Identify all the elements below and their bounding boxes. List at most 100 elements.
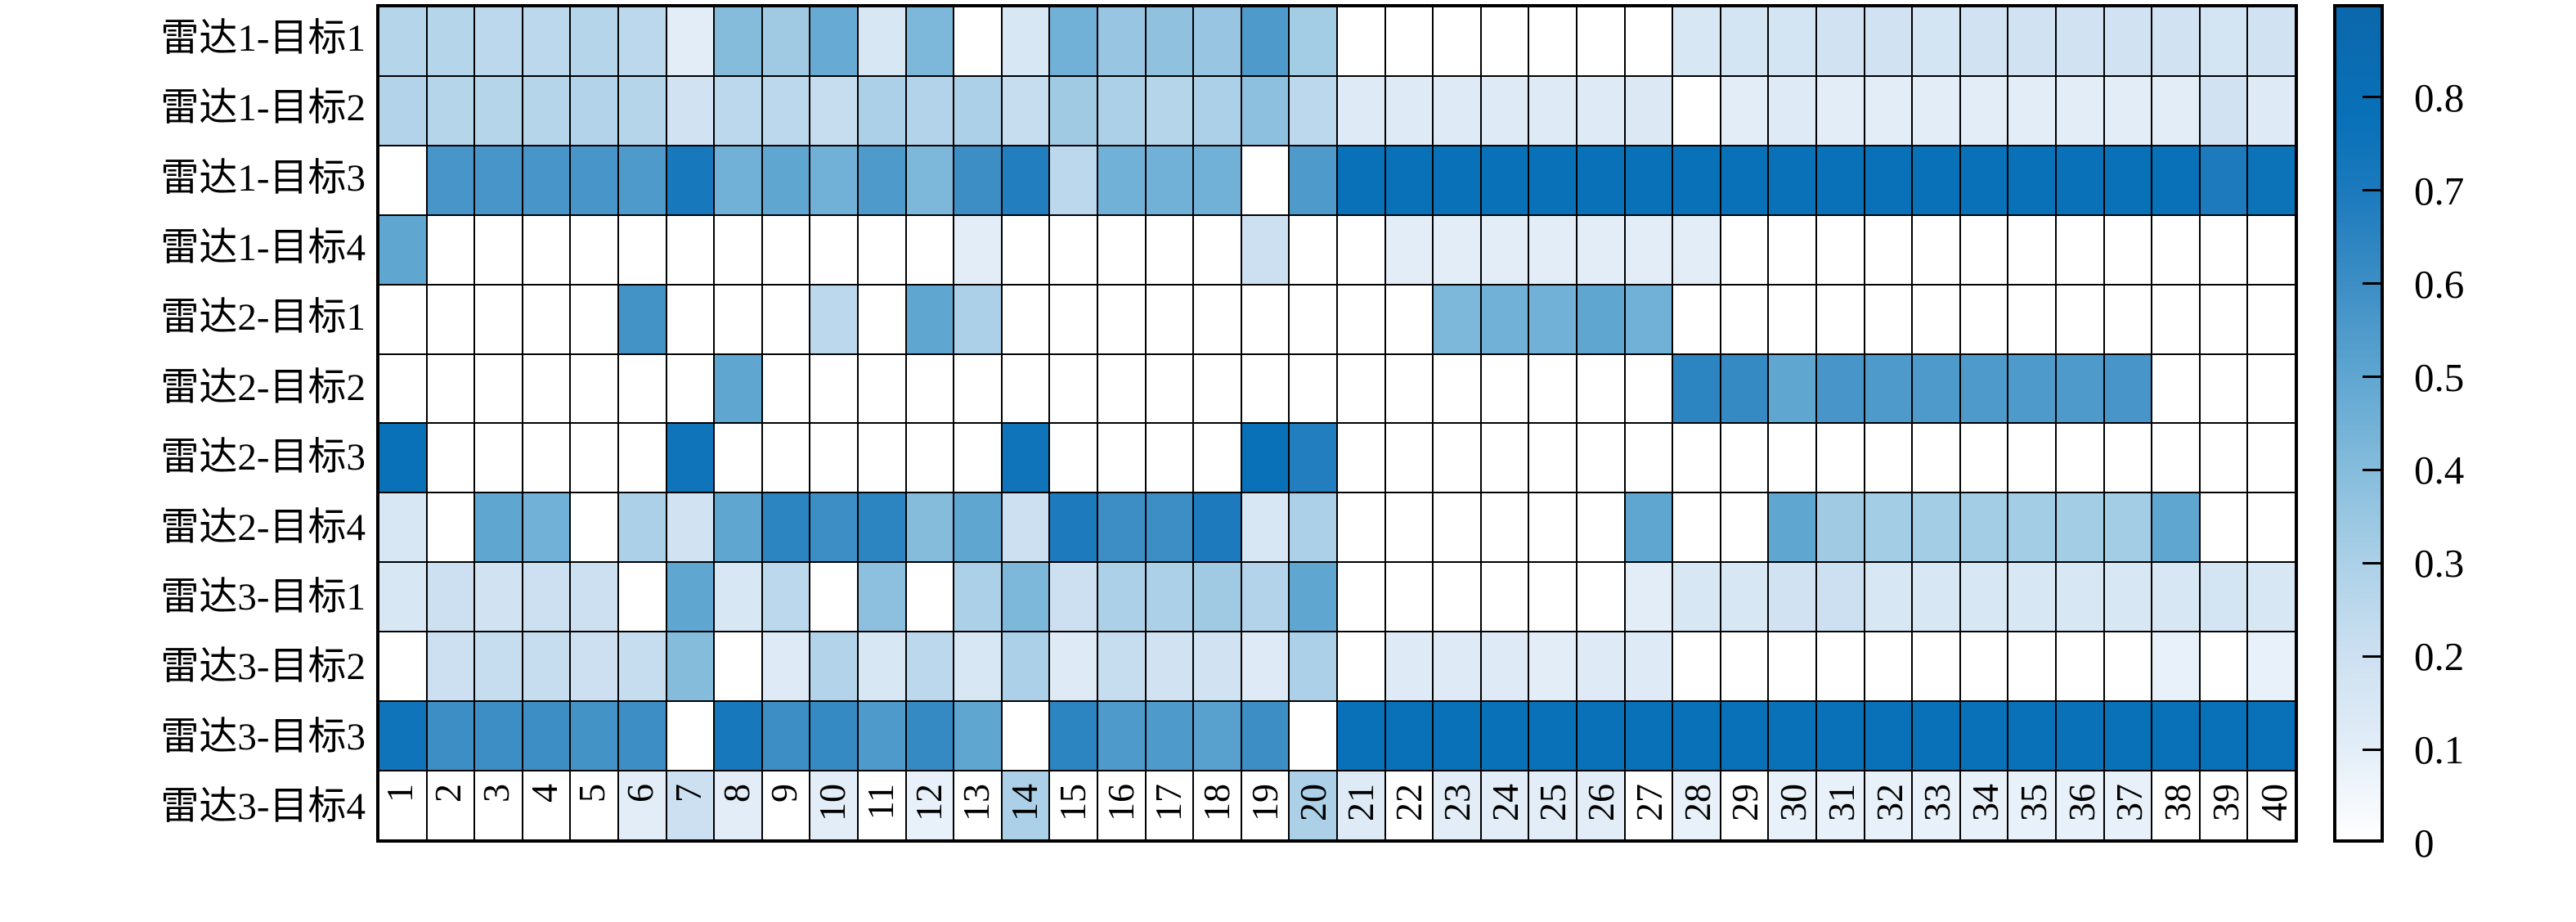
heatmap-cell xyxy=(762,215,810,284)
heatmap-cell xyxy=(1434,7,1480,75)
heatmap-cell xyxy=(906,771,954,839)
heatmap-cell xyxy=(475,354,522,423)
heatmap-cell xyxy=(1050,354,1097,423)
colorbar-tick-mark xyxy=(2363,561,2381,564)
heatmap-cell xyxy=(2248,215,2295,284)
x-tick-label: 15 xyxy=(1051,784,1093,821)
heatmap-cell xyxy=(1002,285,1049,353)
heatmap-cell xyxy=(1097,493,1145,562)
heatmap-cell xyxy=(1960,76,2008,145)
heatmap-cell xyxy=(1194,285,1241,353)
colorbar xyxy=(2333,4,2384,843)
heatmap-cell xyxy=(1721,493,1768,562)
heatmap-cell xyxy=(1625,563,1672,632)
x-tick-label: 16 xyxy=(1099,784,1142,821)
heatmap-cell xyxy=(1002,215,1049,284)
heatmap-cell xyxy=(1146,76,1193,145)
heatmap-cell xyxy=(523,146,570,214)
heatmap-cell xyxy=(2152,7,2199,75)
heatmap-cell xyxy=(762,493,810,562)
heatmap-cell xyxy=(379,285,426,353)
heatmap-cell xyxy=(1050,7,1097,75)
heatmap-cell xyxy=(1913,493,1959,562)
heatmap-cell xyxy=(1194,424,1241,492)
heatmap-cell xyxy=(1577,215,1624,284)
heatmap-cell xyxy=(1481,76,1528,145)
heatmap-cell xyxy=(1002,7,1049,75)
heatmap-cell xyxy=(1050,563,1097,632)
heatmap-cell xyxy=(618,493,666,562)
heatmap-cell xyxy=(1434,215,1480,284)
heatmap-cell xyxy=(1337,215,1384,284)
heatmap-cell xyxy=(475,146,522,214)
heatmap-cell xyxy=(1816,146,1864,214)
y-tick-label: 雷达3-目标2 xyxy=(160,645,366,689)
heatmap-cell xyxy=(1050,771,1097,839)
heatmap-cell xyxy=(1913,354,1959,423)
heatmap-cell xyxy=(1865,493,1912,562)
heatmap-cell xyxy=(379,424,426,492)
heatmap-cell xyxy=(1434,702,1480,771)
heatmap-cell xyxy=(2104,76,2152,145)
heatmap-cell xyxy=(1769,702,1815,771)
heatmap-cell xyxy=(1816,424,1864,492)
heatmap-cell xyxy=(954,632,1001,701)
x-tick-label: 37 xyxy=(2108,784,2151,821)
y-tick-label: 雷达2-目标1 xyxy=(160,296,366,340)
heatmap-cell xyxy=(2008,146,2055,214)
heatmap-cell xyxy=(2152,354,2199,423)
heatmap-cell xyxy=(1002,632,1049,701)
heatmap-cell xyxy=(1721,215,1768,284)
heatmap-cell xyxy=(1960,632,2008,701)
x-tick-label: 23 xyxy=(1435,784,1478,821)
heatmap-cell xyxy=(2200,702,2247,771)
heatmap-cell xyxy=(1337,76,1384,145)
heatmap-cell xyxy=(666,702,714,771)
heatmap-cell xyxy=(523,215,570,284)
heatmap-cell xyxy=(666,424,714,492)
heatmap-cell xyxy=(1241,563,1289,632)
heatmap-cell xyxy=(1721,771,1768,839)
heatmap-cell xyxy=(1577,354,1624,423)
heatmap-cell xyxy=(1913,563,1959,632)
heatmap-cell xyxy=(1481,285,1528,353)
x-tick-label: 1 xyxy=(379,784,421,803)
heatmap-cell xyxy=(715,424,761,492)
heatmap-cell xyxy=(379,563,426,632)
heatmap-cell xyxy=(1194,146,1241,214)
colorbar-tick-mark xyxy=(2363,468,2381,471)
heatmap-cell xyxy=(1002,76,1049,145)
x-tick-label: 10 xyxy=(811,784,854,821)
colorbar-tick-mark xyxy=(2363,282,2381,286)
heatmap-cell xyxy=(2056,632,2103,701)
heatmap-cell xyxy=(858,76,905,145)
heatmap-cell xyxy=(1960,285,2008,353)
heatmap-cell xyxy=(1434,771,1480,839)
heatmap-cell xyxy=(1194,493,1241,562)
heatmap-cell xyxy=(2200,771,2247,839)
x-tick-label: 34 xyxy=(1964,784,2007,821)
heatmap-cell xyxy=(1241,146,1289,214)
heatmap-cell xyxy=(1625,493,1672,562)
heatmap-cell xyxy=(1290,632,1336,701)
heatmap-cell xyxy=(523,7,570,75)
heatmap-cell xyxy=(2152,424,2199,492)
heatmap-cell xyxy=(810,215,857,284)
heatmap-cell xyxy=(475,7,522,75)
heatmap-cell xyxy=(762,7,810,75)
heatmap-cell xyxy=(1337,285,1384,353)
heatmap-cell xyxy=(1385,493,1433,562)
heatmap-cell xyxy=(571,146,617,214)
heatmap-cell xyxy=(1241,493,1289,562)
heatmap-cell xyxy=(2104,354,2152,423)
heatmap-cell xyxy=(810,76,857,145)
heatmap-cell xyxy=(666,146,714,214)
colorbar-tick-label: 0.4 xyxy=(2414,448,2465,493)
heatmap-cell xyxy=(1865,771,1912,839)
heatmap-cell xyxy=(1002,563,1049,632)
heatmap-cell xyxy=(1673,702,1720,771)
heatmap-cell xyxy=(618,146,666,214)
heatmap-cell xyxy=(2056,215,2103,284)
heatmap-cell xyxy=(2200,632,2247,701)
colorbar-tick-label: 0 xyxy=(2414,821,2435,866)
